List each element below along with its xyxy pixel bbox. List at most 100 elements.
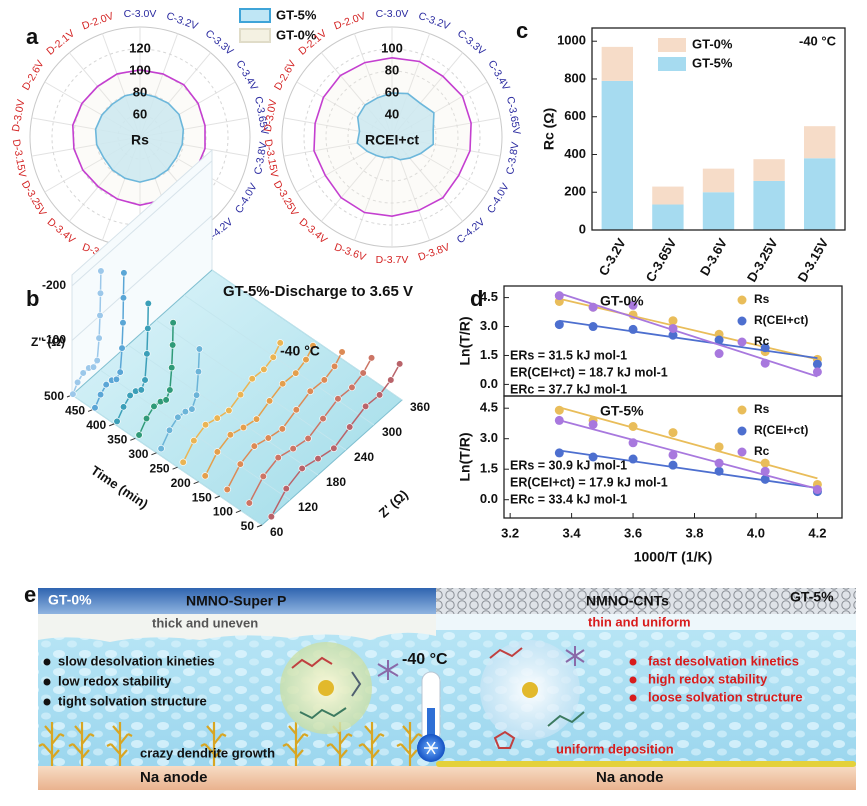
na-anode bbox=[38, 766, 856, 790]
legend-label: GT-0% bbox=[276, 27, 317, 42]
point bbox=[628, 324, 638, 334]
point bbox=[714, 458, 724, 468]
legend-swatch bbox=[658, 57, 686, 71]
y-axis-label: Rc (Ω) bbox=[541, 108, 557, 150]
legend-marker bbox=[737, 447, 747, 457]
eis-point bbox=[126, 391, 134, 400]
eis-point bbox=[266, 397, 274, 405]
solvent bbox=[493, 730, 516, 749]
eis-point bbox=[248, 375, 256, 383]
eis-point bbox=[93, 356, 101, 365]
tick bbox=[235, 510, 242, 514]
bar-segment bbox=[652, 186, 684, 205]
eis-point bbox=[236, 460, 244, 468]
point bbox=[628, 454, 638, 464]
category-label: D-3.0V bbox=[10, 98, 27, 132]
x-tick-label: D-3.15V bbox=[794, 235, 831, 284]
plot-frame bbox=[591, 27, 846, 231]
na-ion bbox=[318, 680, 334, 696]
bar-segment bbox=[702, 168, 735, 193]
solvent bbox=[299, 707, 347, 720]
eis-point bbox=[141, 376, 149, 384]
eis-point bbox=[201, 421, 210, 429]
eis-point bbox=[376, 391, 384, 399]
eis-point bbox=[346, 423, 354, 431]
grid-ring bbox=[325, 70, 459, 204]
eis-point bbox=[298, 464, 306, 473]
eis-point bbox=[359, 369, 367, 377]
t-tick-label: 450 bbox=[65, 404, 85, 418]
z-tick-label: -100 bbox=[42, 333, 66, 347]
x-tick-label: 240 bbox=[354, 450, 374, 464]
eis-point bbox=[278, 425, 286, 433]
panel-title: GT-0% bbox=[600, 293, 644, 309]
eis-point bbox=[194, 368, 203, 376]
point bbox=[760, 474, 770, 484]
category-label: D-3.15V bbox=[10, 138, 29, 178]
bullet bbox=[43, 658, 51, 666]
tick bbox=[130, 437, 136, 441]
panel-label: a bbox=[26, 24, 39, 49]
eis-point bbox=[73, 378, 82, 386]
eis-point bbox=[137, 386, 145, 394]
tick bbox=[256, 524, 263, 528]
point bbox=[628, 422, 638, 431]
eis-point bbox=[144, 299, 152, 308]
point bbox=[812, 359, 822, 369]
eis-point bbox=[179, 458, 187, 466]
t-tick-label: 200 bbox=[171, 476, 191, 490]
plot-frame bbox=[503, 285, 843, 397]
eis-point bbox=[289, 445, 297, 453]
cnt-pattern bbox=[436, 588, 856, 614]
legend-marker bbox=[737, 405, 747, 415]
tick bbox=[151, 452, 157, 456]
bullet bbox=[629, 658, 637, 666]
point bbox=[554, 291, 564, 301]
eis-point bbox=[119, 319, 127, 327]
point bbox=[812, 367, 822, 377]
radial-tick-label: 60 bbox=[133, 106, 147, 121]
right-electrode: NMNO-CNTs bbox=[586, 593, 669, 609]
category-label: C-3.65V bbox=[504, 96, 523, 136]
radial-tick-label: 80 bbox=[133, 84, 147, 99]
panel-label: c bbox=[516, 18, 528, 43]
x-tick-label: C-3.2V bbox=[596, 235, 629, 278]
uniform-layer bbox=[436, 761, 856, 767]
eis-curve bbox=[72, 270, 102, 395]
eis-point bbox=[119, 294, 128, 302]
annotation: ERs = 31.5 kJ mol-1 bbox=[510, 348, 627, 362]
eis-point bbox=[304, 434, 312, 443]
legend-label: GT-5% bbox=[692, 55, 733, 70]
fit-line bbox=[559, 406, 818, 480]
eis-point bbox=[181, 408, 189, 416]
right-interphase: thin and uniform bbox=[588, 614, 691, 629]
eis-point bbox=[292, 369, 300, 377]
y-tick-label: 800 bbox=[564, 70, 586, 85]
point bbox=[714, 349, 724, 359]
eis-point bbox=[282, 485, 290, 493]
x-tick-label: 3.2 bbox=[501, 525, 519, 540]
eis-point bbox=[192, 391, 201, 399]
category-label: D-2.0V bbox=[332, 10, 367, 32]
eis-point bbox=[201, 472, 209, 480]
left-interphase: thick and uneven bbox=[152, 615, 258, 630]
t-axis-label: Time (min) bbox=[88, 463, 151, 512]
annotation: ER(CEI+ct) = 17.9 kJ mol-1 bbox=[510, 475, 668, 489]
eis-point bbox=[334, 395, 342, 403]
y-tick-label: 3.0 bbox=[480, 318, 498, 333]
thick-interphase bbox=[38, 614, 436, 642]
eis-point bbox=[226, 431, 234, 439]
point bbox=[714, 466, 724, 476]
legend-swatch bbox=[239, 28, 271, 43]
eis-point bbox=[319, 415, 327, 423]
legend-marker bbox=[737, 426, 747, 436]
point bbox=[668, 460, 678, 470]
eis-point bbox=[144, 324, 152, 333]
x-tick-label: 4.0 bbox=[747, 525, 765, 540]
eis-point bbox=[259, 472, 267, 480]
y-tick-label: 0 bbox=[579, 221, 586, 236]
radar-area bbox=[313, 56, 472, 218]
point bbox=[554, 320, 564, 330]
